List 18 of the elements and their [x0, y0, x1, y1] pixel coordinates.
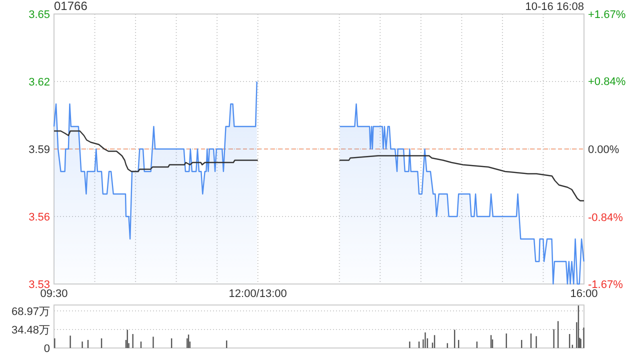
y2-tick-label: +1.67%: [588, 9, 626, 21]
y2-tick-label: +0.84%: [588, 76, 626, 88]
x-tick-label: 16:00: [570, 288, 598, 300]
y-tick-label: 34.48万: [11, 324, 50, 336]
y-tick-label: 3.65: [28, 9, 50, 21]
y-tick-label: 68.97万: [11, 306, 50, 318]
y2-tick-label: 0.00%: [588, 144, 620, 156]
text: 10-16 16:08: [525, 1, 584, 13]
y2-tick-label: -1.67%: [588, 279, 624, 291]
chart-title: 01766: [54, 0, 88, 13]
x-tick-label: 12:00/13:00: [228, 288, 287, 300]
x-tick-label: 09:30: [40, 288, 68, 300]
y-tick-label: 3.53: [28, 279, 50, 291]
y-tick-label: 0: [44, 343, 50, 355]
y-tick-label: 3.62: [28, 76, 50, 88]
y-tick-label: 3.59: [28, 144, 50, 156]
y-tick-label: 3.56: [28, 212, 50, 224]
y2-tick-label: -0.84%: [588, 212, 624, 224]
